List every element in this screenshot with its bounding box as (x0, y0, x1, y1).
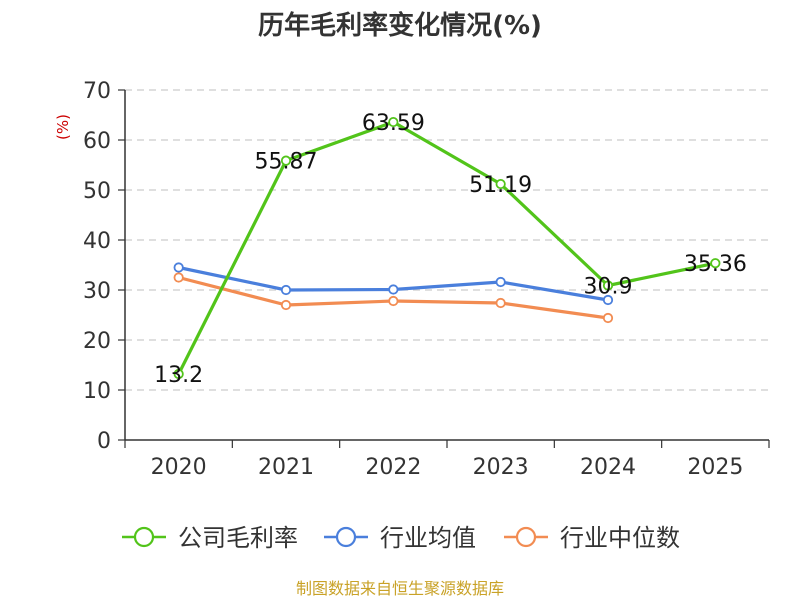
gridlines (125, 89, 769, 391)
legend: 公司毛利率 行业均值 行业中位数 (122, 524, 680, 552)
data-point (710, 258, 721, 269)
legend-marker (515, 526, 537, 548)
y-tick-label: 50 (83, 179, 111, 204)
data-point (173, 262, 184, 273)
legend-marker (335, 526, 357, 548)
data-point (495, 276, 506, 288)
data-label: 13.2 (154, 363, 203, 388)
y-tick-label: 10 (83, 379, 111, 404)
data-point (173, 368, 184, 380)
data-label: 63.59 (362, 111, 425, 136)
data-point (602, 294, 614, 306)
data-point (495, 178, 506, 190)
data-label: 55.87 (255, 150, 318, 175)
y-tick-label: 0 (97, 429, 111, 454)
data-point (602, 280, 614, 291)
legend-entry: 行业中位数 (560, 524, 680, 552)
data-point (602, 312, 614, 324)
data-point (388, 116, 399, 128)
x-tick-labels: 2020 2021 2022 2023 2024 2025 (151, 455, 744, 480)
x-tick-label: 2020 (151, 455, 207, 480)
y-tick-label: 40 (83, 229, 111, 254)
y-tick-label: 70 (83, 79, 111, 104)
series-line (177, 120, 716, 375)
data-point (388, 284, 399, 295)
data-point (495, 297, 506, 309)
x-tick-label: 2022 (365, 455, 421, 480)
axes (118, 89, 770, 448)
data-point (280, 284, 292, 296)
legend-entry: 公司毛利率 (178, 524, 298, 552)
data-point (280, 299, 292, 311)
data-point (388, 295, 399, 307)
y-axis-label: (%) (54, 114, 72, 140)
x-tick-label: 2025 (687, 455, 743, 480)
y-tick-label: 20 (83, 329, 111, 354)
x-tick-label: 2024 (580, 455, 636, 480)
data-labels: 13.2 55.87 63.59 51.19 30.9 35.36 (154, 111, 747, 388)
series-group (173, 116, 721, 380)
data-label: 51.19 (469, 173, 532, 198)
legend-entry: 行业均值 (380, 524, 476, 552)
data-point (280, 155, 292, 166)
legend-marker (133, 526, 155, 548)
x-tick-label: 2023 (473, 455, 529, 480)
source-note: 制图数据来自恒生聚源数据库 (296, 579, 504, 598)
y-tick-labels: 0 10 20 30 40 50 60 70 (83, 79, 111, 454)
data-label: 35.36 (684, 252, 747, 277)
chart-title: 历年毛利率变化情况(%) (258, 10, 542, 41)
data-label: 30.9 (584, 275, 633, 300)
x-tick-label: 2021 (258, 455, 314, 480)
y-tick-label: 30 (83, 279, 111, 304)
y-tick-label: 60 (83, 129, 111, 154)
data-point (173, 272, 184, 283)
